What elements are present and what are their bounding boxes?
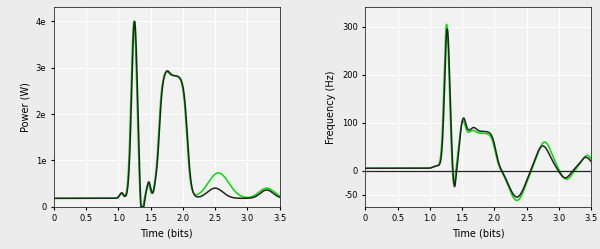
X-axis label: Time (bits): Time (bits) (140, 229, 193, 239)
Y-axis label: Power (W): Power (W) (20, 82, 30, 132)
X-axis label: Time (bits): Time (bits) (452, 229, 505, 239)
Y-axis label: Frequency (Hz): Frequency (Hz) (326, 70, 337, 144)
